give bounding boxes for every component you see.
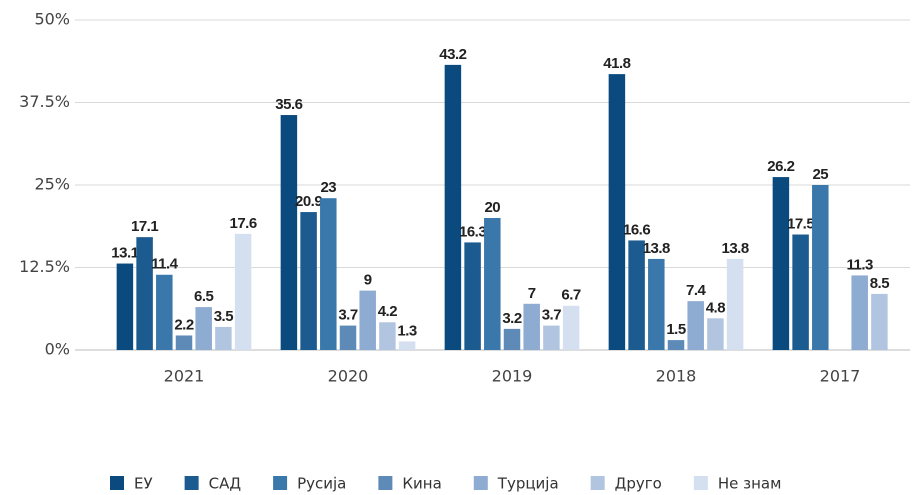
bar xyxy=(175,335,193,350)
value-label: 4.2 xyxy=(378,303,398,320)
legend-label: Турција xyxy=(497,475,559,493)
legend-label: Русија xyxy=(297,475,346,493)
legend-swatch xyxy=(693,476,708,490)
bar xyxy=(792,234,809,350)
value-label: 20 xyxy=(484,199,500,216)
y-tick-label: 12.5% xyxy=(19,257,70,276)
value-label: 26.2 xyxy=(767,158,794,175)
legend-swatch xyxy=(590,476,605,490)
value-label: 3.2 xyxy=(502,310,522,327)
bar xyxy=(195,307,212,350)
bar xyxy=(136,237,153,350)
value-label: 7 xyxy=(528,285,536,302)
value-label: 6.5 xyxy=(194,288,214,305)
bar xyxy=(726,258,744,350)
bar xyxy=(156,274,173,350)
value-label: 43.2 xyxy=(439,46,466,63)
value-label: 13.1 xyxy=(111,245,138,262)
value-label: 17.6 xyxy=(229,215,256,232)
value-label: 17.5 xyxy=(787,215,814,232)
y-tick-label: 25% xyxy=(34,175,70,194)
bar xyxy=(464,242,481,350)
value-label: 8.5 xyxy=(870,275,890,292)
bar xyxy=(359,290,376,350)
x-tick-label: 2018 xyxy=(656,367,697,386)
y-tick-label: 0% xyxy=(45,340,70,359)
value-label: 13.8 xyxy=(721,240,748,257)
value-label: 11.3 xyxy=(847,256,874,273)
value-label: 41.8 xyxy=(603,55,630,72)
value-label: 3.5 xyxy=(214,308,234,325)
x-tick-label: 2017 xyxy=(820,367,861,386)
value-label: 2.2 xyxy=(174,316,194,333)
value-label: 4.8 xyxy=(706,299,726,316)
legend-label: Друго xyxy=(615,475,662,493)
bar xyxy=(687,301,704,350)
value-label: 20.9 xyxy=(295,193,322,210)
x-tick-label: 2021 xyxy=(164,367,205,386)
bar xyxy=(379,322,396,350)
bar xyxy=(608,74,626,351)
value-label: 35.6 xyxy=(275,96,302,113)
bar xyxy=(320,198,337,350)
bar xyxy=(215,326,232,350)
bar xyxy=(280,115,298,350)
bar xyxy=(444,64,462,350)
value-label: 25 xyxy=(812,166,828,183)
bar xyxy=(300,212,317,350)
legend-label: ЕУ xyxy=(134,475,153,493)
value-label: 1.5 xyxy=(666,321,686,338)
y-tick-label: 37.5% xyxy=(19,92,70,111)
bar xyxy=(562,305,580,350)
bar xyxy=(523,303,540,350)
value-label: 23 xyxy=(320,179,336,196)
legend-label: САД xyxy=(209,475,241,493)
value-label: 1.3 xyxy=(397,322,417,339)
bar xyxy=(339,325,357,350)
value-label: 3.7 xyxy=(542,307,562,324)
bar xyxy=(667,340,685,350)
value-label: 13.8 xyxy=(643,240,670,257)
value-label: 16.3 xyxy=(459,223,486,240)
value-label: 16.6 xyxy=(623,221,650,238)
bar xyxy=(116,263,134,350)
legend-label: Кина xyxy=(402,475,441,493)
bar xyxy=(628,240,645,350)
bar xyxy=(772,177,790,350)
legend-swatch xyxy=(473,476,488,490)
legend-label: Не знам xyxy=(718,475,782,493)
value-label: 9 xyxy=(364,272,372,289)
bar xyxy=(812,185,829,350)
value-label: 11.4 xyxy=(151,256,179,273)
bar xyxy=(484,218,501,350)
y-tick-label: 50% xyxy=(34,10,70,29)
value-label: 7.4 xyxy=(686,282,707,299)
x-tick-label: 2019 xyxy=(492,367,533,386)
bar xyxy=(398,341,416,350)
bar xyxy=(851,275,868,350)
bar xyxy=(707,318,724,350)
legend-swatch xyxy=(378,476,393,490)
value-label: 3.7 xyxy=(338,307,358,324)
bar xyxy=(543,325,560,350)
legend-swatch xyxy=(110,476,124,490)
legend-swatch xyxy=(184,476,199,490)
bar xyxy=(871,293,888,350)
bar xyxy=(234,233,252,350)
legend-swatch xyxy=(273,476,288,490)
bar xyxy=(648,258,665,350)
value-label: 17.1 xyxy=(131,218,158,235)
bar xyxy=(503,328,521,350)
value-label: 6.7 xyxy=(561,287,581,304)
x-tick-label: 2020 xyxy=(328,367,369,386)
